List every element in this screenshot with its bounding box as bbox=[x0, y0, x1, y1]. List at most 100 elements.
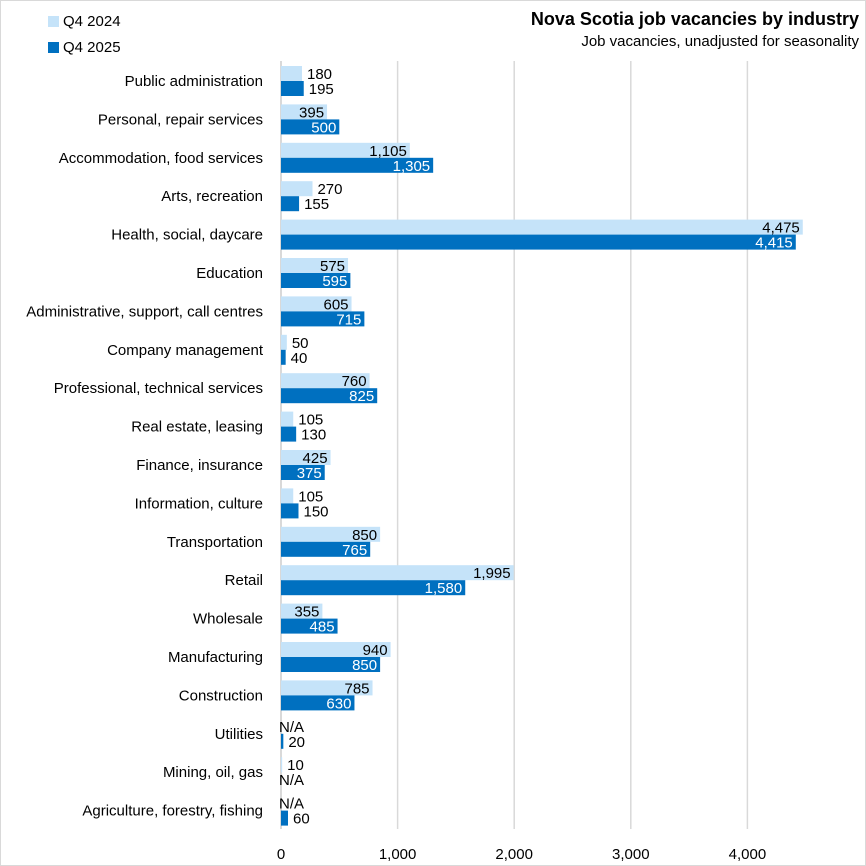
data-label: 105 bbox=[298, 412, 323, 429]
data-label: N/A bbox=[279, 772, 304, 789]
bar-q4-2025 bbox=[281, 541, 371, 557]
bar-q4-2025 bbox=[281, 349, 286, 365]
bar-q4-2025 bbox=[281, 810, 288, 826]
data-label: 825 bbox=[349, 388, 374, 405]
data-label: 850 bbox=[352, 657, 377, 674]
data-label: 4,415 bbox=[755, 235, 793, 252]
data-label: 605 bbox=[324, 296, 349, 313]
bar-q4-2024 bbox=[281, 104, 328, 120]
category-label: Mining, oil, gas bbox=[163, 764, 263, 781]
data-label: 270 bbox=[317, 181, 342, 198]
bar-q4-2025 bbox=[281, 119, 340, 135]
category-label: Arts, recreation bbox=[161, 188, 263, 205]
data-label: 1,580 bbox=[425, 580, 463, 597]
legend-swatch bbox=[48, 42, 59, 53]
x-tick-label: 1,000 bbox=[379, 846, 417, 863]
data-label: 105 bbox=[298, 488, 323, 505]
category-label: Transportation bbox=[167, 534, 263, 551]
data-label: N/A bbox=[279, 796, 304, 813]
bar-q4-2025 bbox=[281, 196, 300, 212]
data-label: 4,475 bbox=[762, 220, 800, 237]
data-label: 940 bbox=[363, 642, 388, 659]
data-label: 130 bbox=[301, 427, 326, 444]
category-label: Retail bbox=[225, 572, 263, 589]
data-label: 575 bbox=[320, 258, 345, 275]
data-label: 630 bbox=[326, 695, 351, 712]
bar-q4-2024 bbox=[281, 219, 803, 235]
bar-q4-2024 bbox=[281, 526, 381, 542]
data-label: 1,105 bbox=[369, 143, 407, 160]
bar-q4-2024 bbox=[281, 757, 283, 773]
data-label: 715 bbox=[336, 311, 361, 328]
bar-q4-2025 bbox=[281, 234, 796, 250]
data-label: 485 bbox=[310, 619, 335, 636]
bar-q4-2024 bbox=[281, 565, 514, 581]
data-label: 595 bbox=[322, 273, 347, 290]
legend-label: Q4 2024 bbox=[63, 13, 121, 30]
bar-q4-2025 bbox=[281, 733, 284, 749]
data-label: 355 bbox=[294, 604, 319, 621]
data-label: 785 bbox=[344, 680, 369, 697]
bar-q4-2024 bbox=[281, 603, 323, 619]
x-tick-label: 3,000 bbox=[612, 846, 650, 863]
bar-q4-2024 bbox=[281, 142, 410, 158]
category-label: Construction bbox=[179, 687, 263, 704]
bar-q4-2024 bbox=[281, 373, 370, 389]
category-label: Public administration bbox=[125, 73, 263, 90]
chart-subtitle: Job vacancies, unadjusted for seasonalit… bbox=[581, 33, 859, 50]
data-label: 180 bbox=[307, 66, 332, 83]
legend-label: Q4 2025 bbox=[63, 39, 121, 56]
bar-q4-2024 bbox=[281, 450, 331, 465]
bar-q4-2025 bbox=[281, 311, 365, 327]
bar-q4-2025 bbox=[281, 618, 338, 634]
category-label: Education bbox=[196, 265, 263, 282]
category-label: Agriculture, forestry, fishing bbox=[82, 803, 263, 820]
bar-q4-2024 bbox=[281, 181, 313, 197]
data-label: 20 bbox=[288, 734, 305, 751]
bar-q4-2024 bbox=[281, 680, 373, 696]
x-tick-label: 4,000 bbox=[729, 846, 767, 863]
bar-q4-2025 bbox=[281, 580, 466, 596]
data-label: 765 bbox=[342, 542, 367, 559]
data-label: N/A bbox=[279, 719, 304, 736]
category-label: Company management bbox=[107, 342, 264, 359]
data-label: 425 bbox=[303, 450, 328, 467]
data-label: 150 bbox=[303, 503, 328, 520]
bar-q4-2025 bbox=[281, 273, 351, 288]
category-label: Information, culture bbox=[135, 495, 263, 512]
data-label: 10 bbox=[287, 757, 304, 774]
bar-q4-2024 bbox=[281, 66, 302, 81]
data-label: 1,305 bbox=[393, 158, 431, 175]
legend-swatch bbox=[48, 16, 59, 27]
data-label: 155 bbox=[304, 196, 329, 213]
bar-q4-2025 bbox=[281, 426, 297, 442]
data-label: 40 bbox=[291, 350, 308, 367]
data-label: 195 bbox=[309, 81, 334, 98]
category-label: Wholesale bbox=[193, 611, 263, 628]
bar-q4-2024 bbox=[281, 258, 349, 273]
chart-title: Nova Scotia job vacancies by industry bbox=[530, 9, 859, 29]
data-label: 50 bbox=[292, 335, 309, 352]
bar-q4-2024 bbox=[281, 488, 294, 504]
bar-q4-2024 bbox=[281, 411, 294, 427]
bar-q4-2025 bbox=[281, 388, 378, 404]
bar-q4-2025 bbox=[281, 81, 304, 96]
bar-q4-2025 bbox=[281, 157, 434, 173]
bar-q4-2024 bbox=[281, 296, 352, 312]
category-label: Professional, technical services bbox=[54, 380, 263, 397]
category-label: Utilities bbox=[215, 726, 263, 743]
bar-q4-2024 bbox=[281, 334, 287, 350]
x-tick-label: 2,000 bbox=[495, 846, 533, 863]
data-label: 1,995 bbox=[473, 565, 511, 582]
category-label: Health, social, daycare bbox=[111, 227, 263, 244]
category-label: Accommodation, food services bbox=[59, 150, 263, 167]
bar-q4-2025 bbox=[281, 657, 381, 672]
category-label: Manufacturing bbox=[168, 649, 263, 666]
bar-q4-2025 bbox=[281, 695, 355, 711]
legend-item-q4-2024: Q4 2024 bbox=[48, 13, 121, 30]
data-label: 375 bbox=[297, 465, 322, 482]
data-label: 500 bbox=[311, 119, 336, 136]
legend-item-q4-2025: Q4 2025 bbox=[48, 39, 121, 56]
category-label: Personal, repair services bbox=[98, 111, 263, 128]
